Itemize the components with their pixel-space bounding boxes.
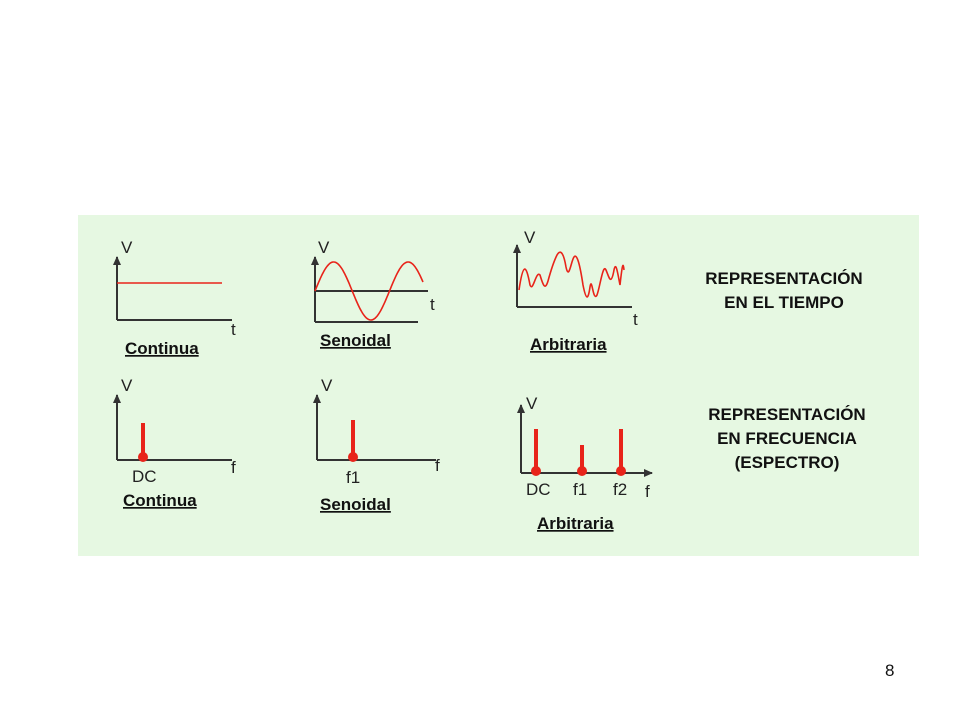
- freq-arbitraria-caption: Arbitraria: [537, 514, 614, 533]
- signal-representation-panel: V t Continua V t Senoidal V t Arbitraria…: [78, 215, 919, 556]
- f-axis-label: f: [645, 482, 650, 501]
- t-axis-label: t: [633, 310, 638, 329]
- dc-label: DC: [526, 480, 551, 499]
- v-axis-label: V: [524, 228, 536, 247]
- f-axis-label: f: [435, 456, 440, 475]
- time-senoidal-caption: Senoidal: [320, 331, 391, 350]
- freq-continua-caption: Continua: [123, 491, 197, 510]
- freq-domain-title-line2: EN FRECUENCIA: [717, 429, 857, 448]
- freq-domain-title-line3: (ESPECTRO): [735, 453, 840, 472]
- time-continua-plot: V t Continua: [113, 238, 236, 358]
- time-domain-title-line2: EN EL TIEMPO: [724, 293, 844, 312]
- f1-marker: [348, 452, 358, 462]
- time-senoidal-plot: V t Senoidal: [311, 238, 435, 350]
- time-arbitraria-caption: Arbitraria: [530, 335, 607, 354]
- time-continua-caption: Continua: [125, 339, 199, 358]
- v-axis-label: V: [121, 238, 133, 257]
- f1-marker: [577, 466, 587, 476]
- signal-diagram: V t Continua V t Senoidal V t Arbitraria…: [113, 228, 866, 533]
- f1-label: f1: [346, 468, 360, 487]
- sine-wave: [314, 261, 424, 321]
- dc-marker: [531, 466, 541, 476]
- v-axis-label: V: [321, 376, 333, 395]
- page-number: 8: [885, 661, 895, 680]
- v-axis-label: V: [318, 238, 330, 257]
- f2-marker: [616, 466, 626, 476]
- freq-domain-title-line1: REPRESENTACIÓN: [708, 405, 865, 424]
- time-domain-title-line1: REPRESENTACIÓN: [705, 269, 862, 288]
- dc-label: DC: [132, 467, 157, 486]
- f2-label: f2: [613, 480, 627, 499]
- f1-label: f1: [573, 480, 587, 499]
- arbitrary-waveform: [518, 251, 625, 298]
- freq-senoidal-plot: V f f1 Senoidal: [313, 376, 440, 514]
- freq-continua-plot: V f DC Continua: [113, 376, 236, 510]
- f-axis-label: f: [231, 458, 236, 477]
- freq-senoidal-caption: Senoidal: [320, 495, 391, 514]
- t-axis-label: t: [430, 295, 435, 314]
- v-axis-label: V: [526, 394, 538, 413]
- v-axis-label: V: [121, 376, 133, 395]
- freq-arbitraria-plot: V DC f1 f2 f Arbitraria: [517, 394, 653, 533]
- time-arbitraria-plot: V t Arbitraria: [513, 228, 638, 354]
- dc-marker: [138, 452, 148, 462]
- t-axis-label: t: [231, 320, 236, 339]
